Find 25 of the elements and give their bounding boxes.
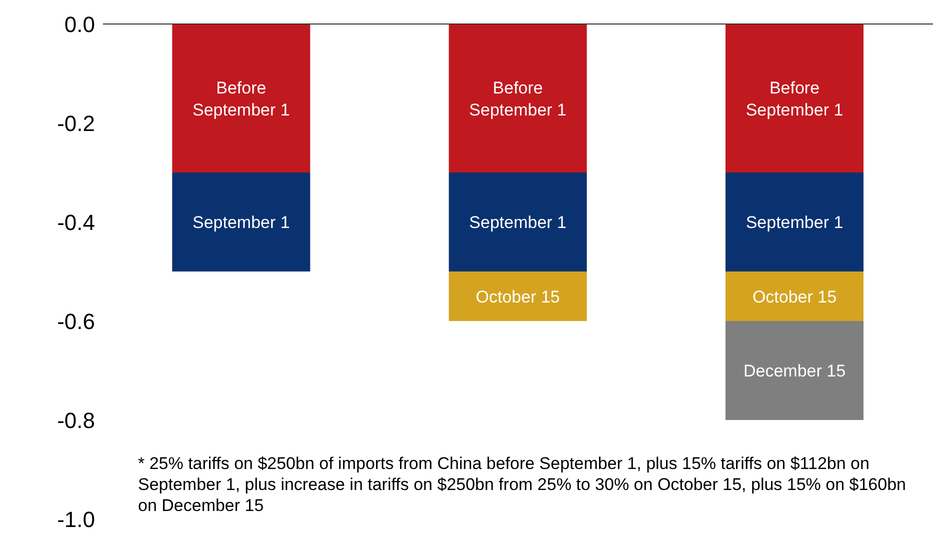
bar <box>726 24 864 172</box>
bar <box>726 321 864 420</box>
y-tick-label: -0.8 <box>57 408 95 433</box>
annotation: * 25% tariffs on $250bn of imports from China before September 1, plus 15% tariffs on $112bn on September 1, plus increase in tariffs on $250bn from 25% to 30% on October 15, plus 15% on $160bn on December 15 <box>138 453 908 516</box>
y-tick-label: -0.2 <box>57 110 95 136</box>
bar <box>172 172 310 272</box>
y-tick-label: 0.0 <box>64 12 95 37</box>
bar <box>448 172 587 272</box>
bar <box>448 272 587 321</box>
y-tick-label: -0.4 <box>57 210 95 235</box>
series-label: September 1 <box>192 213 290 232</box>
bar <box>448 24 587 172</box>
series-label: December 15 <box>743 362 846 380</box>
text: October 15 <box>752 287 837 306</box>
bar <box>726 272 864 321</box>
text: September 1 <box>746 213 844 232</box>
bar <box>726 172 864 272</box>
text: Before September 1 <box>746 78 844 120</box>
y-tick-label: -0.6 <box>57 308 95 334</box>
series-label: October 15 <box>476 287 560 306</box>
y-tick-label: -1.0 <box>57 506 95 532</box>
series-label: Before September 1 <box>192 78 290 120</box>
text: Before September 1 <box>469 78 567 120</box>
text: September 1 <box>469 213 567 232</box>
bar <box>172 24 310 172</box>
